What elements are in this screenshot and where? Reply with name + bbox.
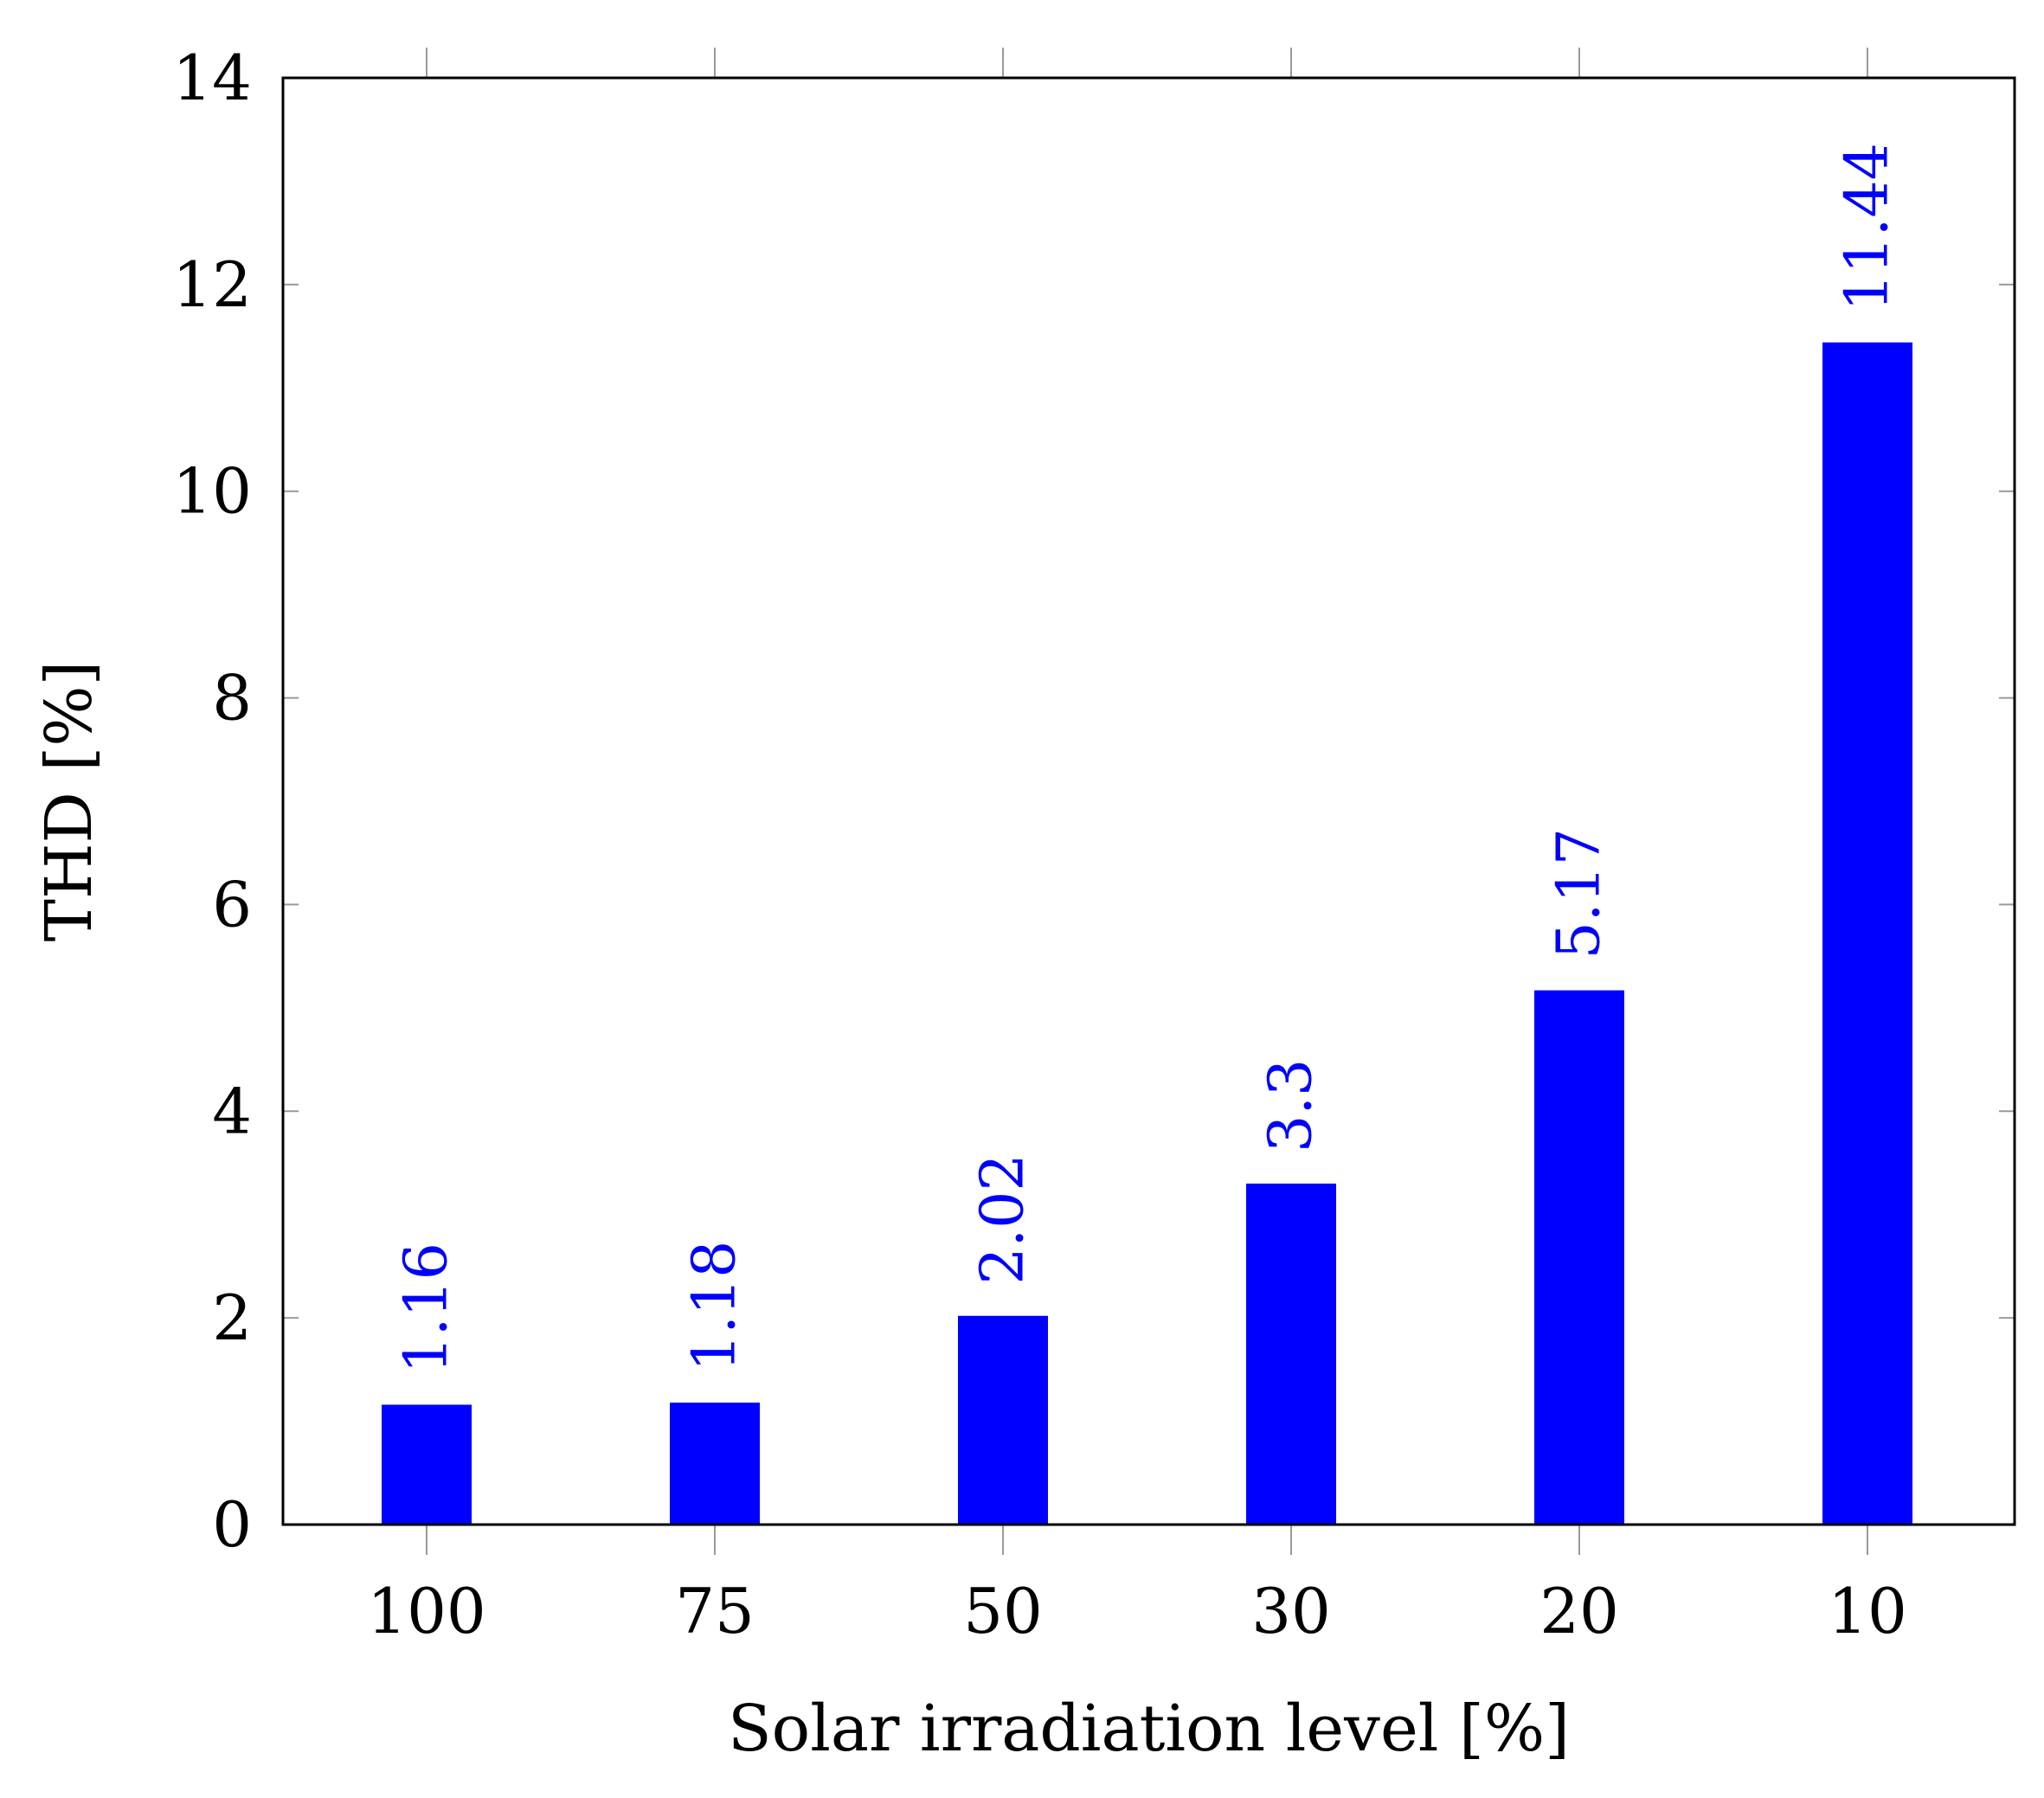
bar-value-label-75: 1.18 bbox=[681, 1241, 749, 1371]
bar-10 bbox=[1822, 342, 1912, 1525]
x-tick-label-75: 75 bbox=[675, 1575, 755, 1647]
y-tick-label-6: 6 bbox=[212, 868, 252, 941]
y-tick-label-2: 2 bbox=[212, 1281, 252, 1354]
bars bbox=[382, 342, 1912, 1525]
y-tick-label-10: 10 bbox=[172, 455, 252, 528]
y-tick-label-12: 12 bbox=[172, 248, 252, 321]
x-tick-label-10: 10 bbox=[1828, 1575, 1907, 1647]
x-tick-label-30: 30 bbox=[1251, 1575, 1331, 1647]
bar-value-label-30: 3.3 bbox=[1257, 1059, 1326, 1153]
tick-marks bbox=[283, 48, 2015, 1555]
bar-value-labels: 1.16 1.18 2.02 3.3 5.17 11.44 bbox=[393, 143, 1902, 1373]
y-tick-labels: 0 2 4 6 8 10 12 14 bbox=[172, 42, 252, 1561]
bar-30 bbox=[1246, 1183, 1336, 1525]
bar-50 bbox=[958, 1315, 1048, 1525]
y-tick-label-4: 4 bbox=[212, 1075, 252, 1147]
x-tick-label-100: 100 bbox=[367, 1575, 485, 1647]
y-axis-label: THD [%] bbox=[32, 661, 106, 942]
y-tick-label-8: 8 bbox=[212, 662, 252, 735]
plot-frame bbox=[281, 76, 2016, 1526]
bar-value-label-20: 5.17 bbox=[1546, 828, 1614, 959]
y-tick-label-0: 0 bbox=[212, 1488, 252, 1561]
x-tick-label-50: 50 bbox=[963, 1575, 1043, 1647]
bar-100 bbox=[382, 1404, 472, 1525]
x-axis-label: Solar irradiation level [%] bbox=[728, 1692, 1570, 1766]
x-tick-labels: 100 75 50 30 20 10 bbox=[367, 1575, 1907, 1647]
x-tick-label-20: 20 bbox=[1539, 1575, 1619, 1647]
bar-value-label-10: 11.44 bbox=[1834, 143, 1902, 311]
y-tick-label-14: 14 bbox=[172, 42, 252, 114]
bar-value-label-100: 1.16 bbox=[393, 1243, 461, 1373]
bar-75 bbox=[670, 1403, 760, 1525]
bar-20 bbox=[1534, 990, 1624, 1525]
bar-value-label-50: 2.02 bbox=[969, 1153, 1038, 1284]
